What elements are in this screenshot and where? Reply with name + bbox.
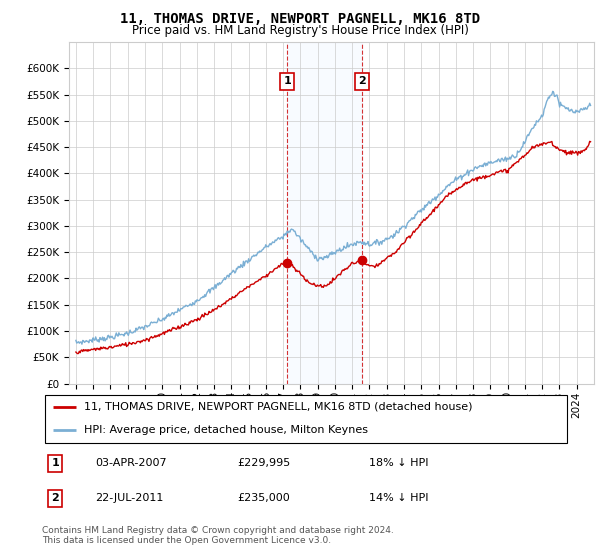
Text: 11, THOMAS DRIVE, NEWPORT PAGNELL, MK16 8TD (detached house): 11, THOMAS DRIVE, NEWPORT PAGNELL, MK16 … xyxy=(84,402,473,412)
Text: Price paid vs. HM Land Registry's House Price Index (HPI): Price paid vs. HM Land Registry's House … xyxy=(131,24,469,36)
Text: 1: 1 xyxy=(284,76,292,86)
Text: HPI: Average price, detached house, Milton Keynes: HPI: Average price, detached house, Milt… xyxy=(84,425,368,435)
FancyBboxPatch shape xyxy=(44,395,568,442)
Text: 18% ↓ HPI: 18% ↓ HPI xyxy=(370,459,429,468)
Text: 22-JUL-2011: 22-JUL-2011 xyxy=(95,493,163,503)
Text: Contains HM Land Registry data © Crown copyright and database right 2024.: Contains HM Land Registry data © Crown c… xyxy=(42,526,394,535)
Text: 2: 2 xyxy=(52,493,59,503)
Text: This data is licensed under the Open Government Licence v3.0.: This data is licensed under the Open Gov… xyxy=(42,536,331,545)
Text: 2: 2 xyxy=(358,76,365,86)
Text: 11, THOMAS DRIVE, NEWPORT PAGNELL, MK16 8TD: 11, THOMAS DRIVE, NEWPORT PAGNELL, MK16 … xyxy=(120,12,480,26)
Text: 1: 1 xyxy=(52,459,59,468)
Text: £235,000: £235,000 xyxy=(238,493,290,503)
Text: 03-APR-2007: 03-APR-2007 xyxy=(95,459,166,468)
Text: 14% ↓ HPI: 14% ↓ HPI xyxy=(370,493,429,503)
Text: £229,995: £229,995 xyxy=(238,459,290,468)
Bar xyxy=(287,42,362,384)
